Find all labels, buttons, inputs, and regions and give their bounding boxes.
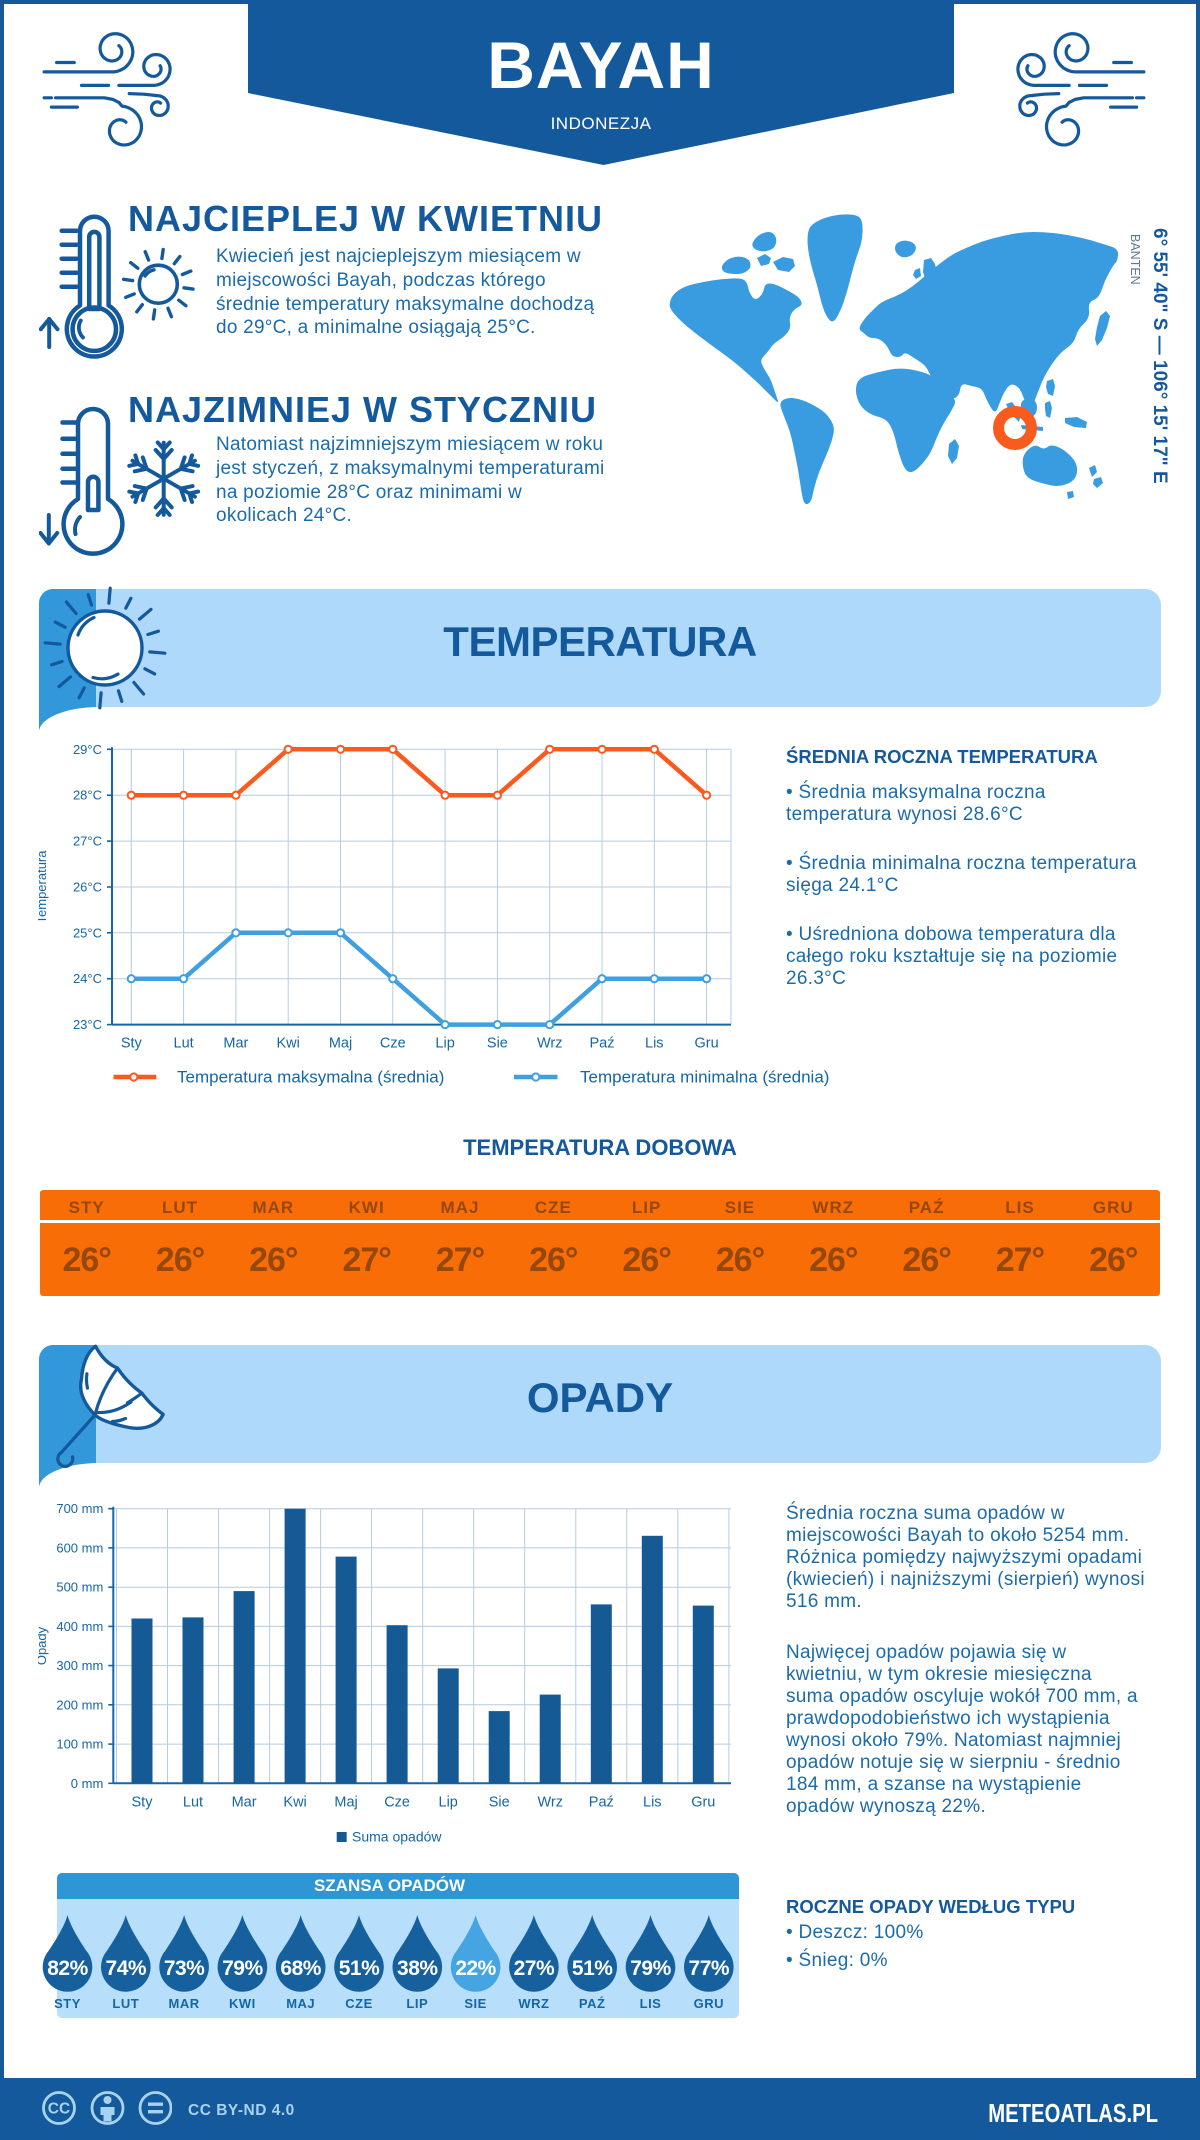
svg-text:Wrz: Wrz xyxy=(537,1794,563,1810)
svg-text:MAR: MAR xyxy=(169,1996,200,2011)
svg-text:51%: 51% xyxy=(339,1957,380,1980)
svg-text:Cze: Cze xyxy=(384,1794,410,1810)
svg-text:Opady: Opady xyxy=(38,1626,49,1665)
svg-text:Sie: Sie xyxy=(487,1036,508,1052)
svg-text:Mar: Mar xyxy=(232,1794,257,1810)
svg-text:CZE: CZE xyxy=(345,1996,373,2011)
svg-text:23°C: 23°C xyxy=(73,1017,102,1032)
svg-text:LIS: LIS xyxy=(640,1996,662,2011)
svg-text:Temperatura minimalna (średnia: Temperatura minimalna (średnia) xyxy=(580,1068,829,1087)
svg-text:Lip: Lip xyxy=(435,1036,454,1052)
svg-text:100 mm: 100 mm xyxy=(56,1737,103,1752)
svg-text:Kwi: Kwi xyxy=(277,1036,300,1052)
svg-text:0 mm: 0 mm xyxy=(71,1776,104,1791)
svg-text:Sty: Sty xyxy=(132,1794,154,1810)
svg-text:Lis: Lis xyxy=(645,1036,664,1052)
svg-text:22%: 22% xyxy=(455,1957,496,1980)
svg-text:400 mm: 400 mm xyxy=(56,1619,103,1634)
svg-text:79%: 79% xyxy=(630,1957,671,1980)
svg-text:Wrz: Wrz xyxy=(537,1036,563,1052)
svg-text:24°C: 24°C xyxy=(73,971,102,986)
svg-text:700 mm: 700 mm xyxy=(56,1501,103,1516)
svg-text:500 mm: 500 mm xyxy=(56,1580,103,1595)
svg-text:79%: 79% xyxy=(222,1957,263,1980)
svg-text:Temperatura maksymalna (średni: Temperatura maksymalna (średnia) xyxy=(177,1068,444,1087)
svg-text:68%: 68% xyxy=(280,1957,321,1980)
svg-text:Sty: Sty xyxy=(121,1036,143,1052)
svg-text:300 mm: 300 mm xyxy=(56,1658,103,1673)
svg-text:Gru: Gru xyxy=(695,1036,719,1052)
svg-text:27%: 27% xyxy=(514,1957,555,1980)
svg-text:29°C: 29°C xyxy=(73,742,102,757)
svg-text:KWI: KWI xyxy=(229,1996,256,2011)
svg-text:GRU: GRU xyxy=(694,1996,724,2011)
svg-text:Paź: Paź xyxy=(589,1794,614,1810)
svg-text:Lut: Lut xyxy=(183,1794,203,1810)
svg-text:Sie: Sie xyxy=(489,1794,510,1810)
svg-text:Lut: Lut xyxy=(174,1036,194,1052)
svg-text:Lip: Lip xyxy=(439,1794,458,1810)
svg-text:Kwi: Kwi xyxy=(283,1794,306,1810)
svg-text:Gru: Gru xyxy=(691,1794,715,1810)
svg-text:600 mm: 600 mm xyxy=(56,1540,103,1555)
svg-text:74%: 74% xyxy=(106,1957,147,1980)
svg-text:WRZ: WRZ xyxy=(518,1996,549,2011)
svg-text:LIP: LIP xyxy=(406,1996,428,2011)
svg-text:SIE: SIE xyxy=(464,1996,486,2011)
svg-text:28°C: 28°C xyxy=(73,788,102,803)
svg-text:Lis: Lis xyxy=(643,1794,662,1810)
svg-text:77%: 77% xyxy=(689,1957,730,1980)
svg-text:26°C: 26°C xyxy=(73,880,102,895)
svg-text:PAŹ: PAŹ xyxy=(579,1996,606,2011)
svg-text:82%: 82% xyxy=(47,1957,88,1980)
svg-text:Paź: Paź xyxy=(590,1036,615,1052)
svg-text:73%: 73% xyxy=(164,1957,205,1980)
svg-text:Cze: Cze xyxy=(380,1036,406,1052)
svg-text:27°C: 27°C xyxy=(73,834,102,849)
svg-text:200 mm: 200 mm xyxy=(56,1697,103,1712)
svg-text:25°C: 25°C xyxy=(73,925,102,940)
svg-text:51%: 51% xyxy=(572,1957,613,1980)
svg-text:CC: CC xyxy=(48,2101,70,2118)
svg-text:Maj: Maj xyxy=(334,1794,357,1810)
svg-text:MAJ: MAJ xyxy=(286,1996,315,2011)
svg-text:38%: 38% xyxy=(397,1957,438,1980)
svg-text:STY: STY xyxy=(54,1996,81,2011)
svg-text:Maj: Maj xyxy=(329,1036,352,1052)
svg-text:Mar: Mar xyxy=(223,1036,248,1052)
svg-text:Temperatura: Temperatura xyxy=(38,850,49,924)
svg-text:LUT: LUT xyxy=(112,1996,139,2011)
svg-text:Suma opadów: Suma opadów xyxy=(352,1829,442,1845)
